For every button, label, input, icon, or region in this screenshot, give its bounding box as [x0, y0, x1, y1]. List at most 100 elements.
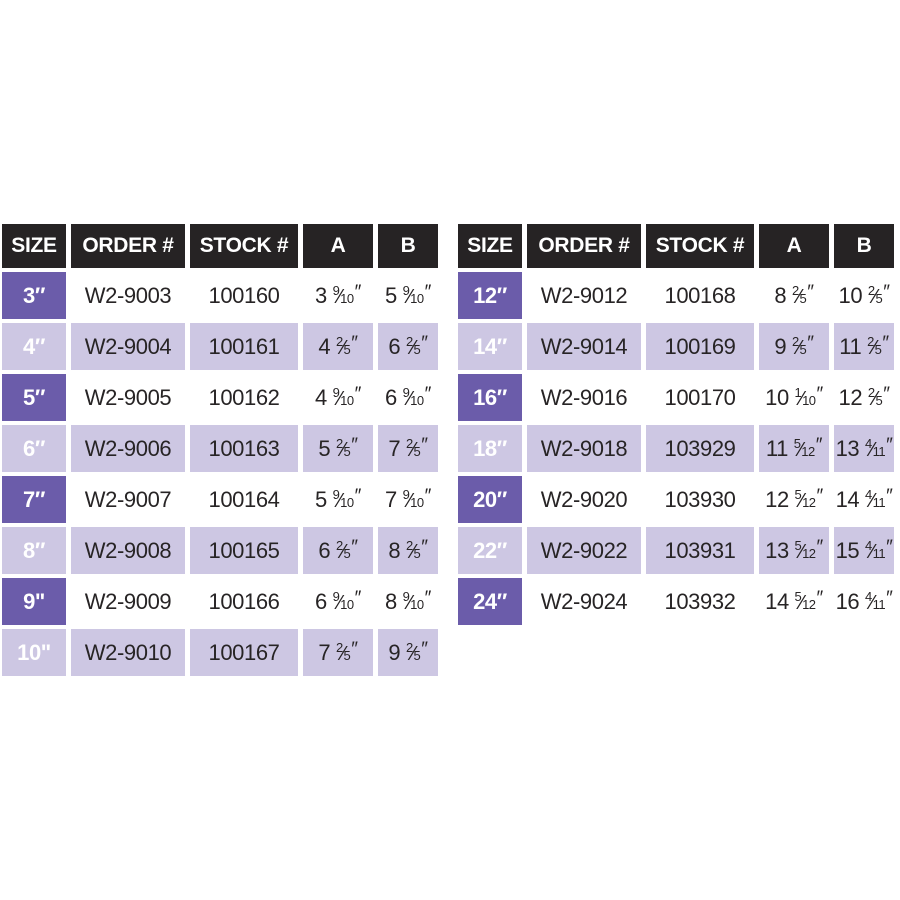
inch-mark: ″	[421, 537, 428, 558]
stock-number-cell: 100166	[190, 578, 298, 625]
column-header-stock: STOCK #	[190, 224, 298, 268]
fraction: 9⁄10	[402, 283, 425, 308]
order-number-cell: W2-9006	[71, 425, 185, 472]
inch-mark: ″	[421, 435, 428, 456]
inch-mark: ″	[883, 384, 890, 405]
column-header-size: SIZE	[458, 224, 522, 268]
order-number-cell: W2-9016	[527, 374, 641, 421]
inch-mark: ″	[807, 333, 814, 354]
dimension-a-cell: 10 1⁄10″	[759, 374, 829, 421]
fraction: 2⁄5	[867, 283, 883, 308]
table-row: 22″ W2-9022 103931 13 5⁄12″ 15 4⁄11″	[458, 527, 894, 574]
fraction: 2⁄5	[335, 640, 351, 665]
dimension-a-cell: 5 9⁄10″	[303, 476, 373, 523]
dimension-a-cell: 13 5⁄12″	[759, 527, 829, 574]
table-row: 20″ W2-9020 103930 12 5⁄12″ 14 4⁄11″	[458, 476, 894, 523]
size-cell: 20″	[458, 476, 522, 523]
dimension-b-cell: 11 2⁄5″	[834, 323, 894, 370]
column-header-stock: STOCK #	[646, 224, 754, 268]
stock-number-cell: 100164	[190, 476, 298, 523]
inch-mark: ″	[886, 435, 893, 456]
stock-number-cell: 100167	[190, 629, 298, 676]
stock-number-cell: 100162	[190, 374, 298, 421]
fraction: 5⁄12	[794, 487, 817, 512]
size-cell: 5″	[2, 374, 66, 421]
order-number-cell: W2-9008	[71, 527, 185, 574]
table-row: 4″ W2-9004 100161 4 2⁄5″ 6 2⁄5″	[2, 323, 438, 370]
stock-number-cell: 100170	[646, 374, 754, 421]
dimension-b-cell: 7 9⁄10″	[378, 476, 438, 523]
dimension-a-cell: 11 5⁄12″	[759, 425, 829, 472]
size-cell: 4″	[2, 323, 66, 370]
table-header-row: SIZE ORDER # STOCK # A B	[2, 224, 438, 268]
fraction: 2⁄5	[405, 436, 421, 461]
inch-mark: ″	[351, 333, 358, 354]
order-number-cell: W2-9003	[71, 272, 185, 319]
size-chart-table-left: SIZE ORDER # STOCK # A B 3″ W2-9003 100160…	[0, 220, 443, 680]
inch-mark: ″	[354, 384, 362, 405]
size-cell: 6″	[2, 425, 66, 472]
order-number-cell: W2-9010	[71, 629, 185, 676]
stock-number-cell: 103931	[646, 527, 754, 574]
stock-number-cell: 103930	[646, 476, 754, 523]
dimension-a-cell: 14 5⁄12″	[759, 578, 829, 625]
inch-mark: ″	[424, 282, 432, 303]
order-number-cell: W2-9009	[71, 578, 185, 625]
inch-mark: ″	[807, 282, 814, 303]
dimension-b-cell: 16 4⁄11″	[834, 578, 894, 625]
dimension-b-cell: 13 4⁄11″	[834, 425, 894, 472]
inch-mark: ″	[424, 384, 432, 405]
size-cell: 8″	[2, 527, 66, 574]
inch-mark: ″	[421, 333, 428, 354]
fraction: 5⁄12	[794, 589, 817, 614]
stock-number-cell: 100160	[190, 272, 298, 319]
dimension-b-cell: 6 2⁄5″	[378, 323, 438, 370]
table-row: 5″ W2-9005 100162 4 9⁄10″ 6 9⁄10″	[2, 374, 438, 421]
inch-mark: ″	[351, 537, 358, 558]
dimension-b-cell: 5 9⁄10″	[378, 272, 438, 319]
table-row: 14″ W2-9014 100169 9 2⁄5″ 11 2⁄5″	[458, 323, 894, 370]
order-number-cell: W2-9005	[71, 374, 185, 421]
inch-mark: ″	[882, 333, 889, 354]
table-row: 8″ W2-9008 100165 6 2⁄5″ 8 2⁄5″	[2, 527, 438, 574]
stock-number-cell: 100168	[646, 272, 754, 319]
size-cell: 22″	[458, 527, 522, 574]
size-cell: 16″	[458, 374, 522, 421]
fraction: 4⁄11	[864, 487, 886, 512]
table-row: 3″ W2-9003 100160 3 9⁄10″ 5 9⁄10″	[2, 272, 438, 319]
fraction: 5⁄12	[793, 436, 816, 461]
size-cell: 18″	[458, 425, 522, 472]
inch-mark: ″	[421, 639, 428, 660]
stock-number-cell: 100165	[190, 527, 298, 574]
order-number-cell: W2-9014	[527, 323, 641, 370]
table-row: 9" W2-9009 100166 6 9⁄10″ 8 9⁄10″	[2, 578, 438, 625]
column-header-a: A	[303, 224, 373, 268]
dimension-b-cell: 6 9⁄10″	[378, 374, 438, 421]
fraction: 2⁄5	[791, 334, 807, 359]
dimension-b-cell: 15 4⁄11″	[834, 527, 894, 574]
order-number-cell: W2-9020	[527, 476, 641, 523]
table-header-row: SIZE ORDER # STOCK # A B	[458, 224, 894, 268]
fraction: 9⁄10	[402, 589, 425, 614]
dimension-b-cell: 8 9⁄10″	[378, 578, 438, 625]
table-row: 12″ W2-9012 100168 8 2⁄5″ 10 2⁄5″	[458, 272, 894, 319]
fraction: 4⁄11	[864, 589, 886, 614]
inch-mark: ″	[816, 384, 824, 405]
inch-mark: ″	[354, 486, 362, 507]
table-row: 6″ W2-9006 100163 5 2⁄5″ 7 2⁄5″	[2, 425, 438, 472]
inch-mark: ″	[351, 435, 358, 456]
stock-number-cell: 100169	[646, 323, 754, 370]
stock-number-cell: 103929	[646, 425, 754, 472]
fraction: 9⁄10	[402, 487, 425, 512]
size-cell: 10"	[2, 629, 66, 676]
fraction: 5⁄12	[794, 538, 817, 563]
fraction: 2⁄5	[405, 538, 421, 563]
dimension-a-cell: 8 2⁄5″	[759, 272, 829, 319]
stock-number-cell: 100163	[190, 425, 298, 472]
inch-mark: ″	[816, 486, 824, 507]
size-cell: 9"	[2, 578, 66, 625]
dimension-a-cell: 4 2⁄5″	[303, 323, 373, 370]
size-cell: 12″	[458, 272, 522, 319]
fraction: 2⁄5	[405, 640, 421, 665]
